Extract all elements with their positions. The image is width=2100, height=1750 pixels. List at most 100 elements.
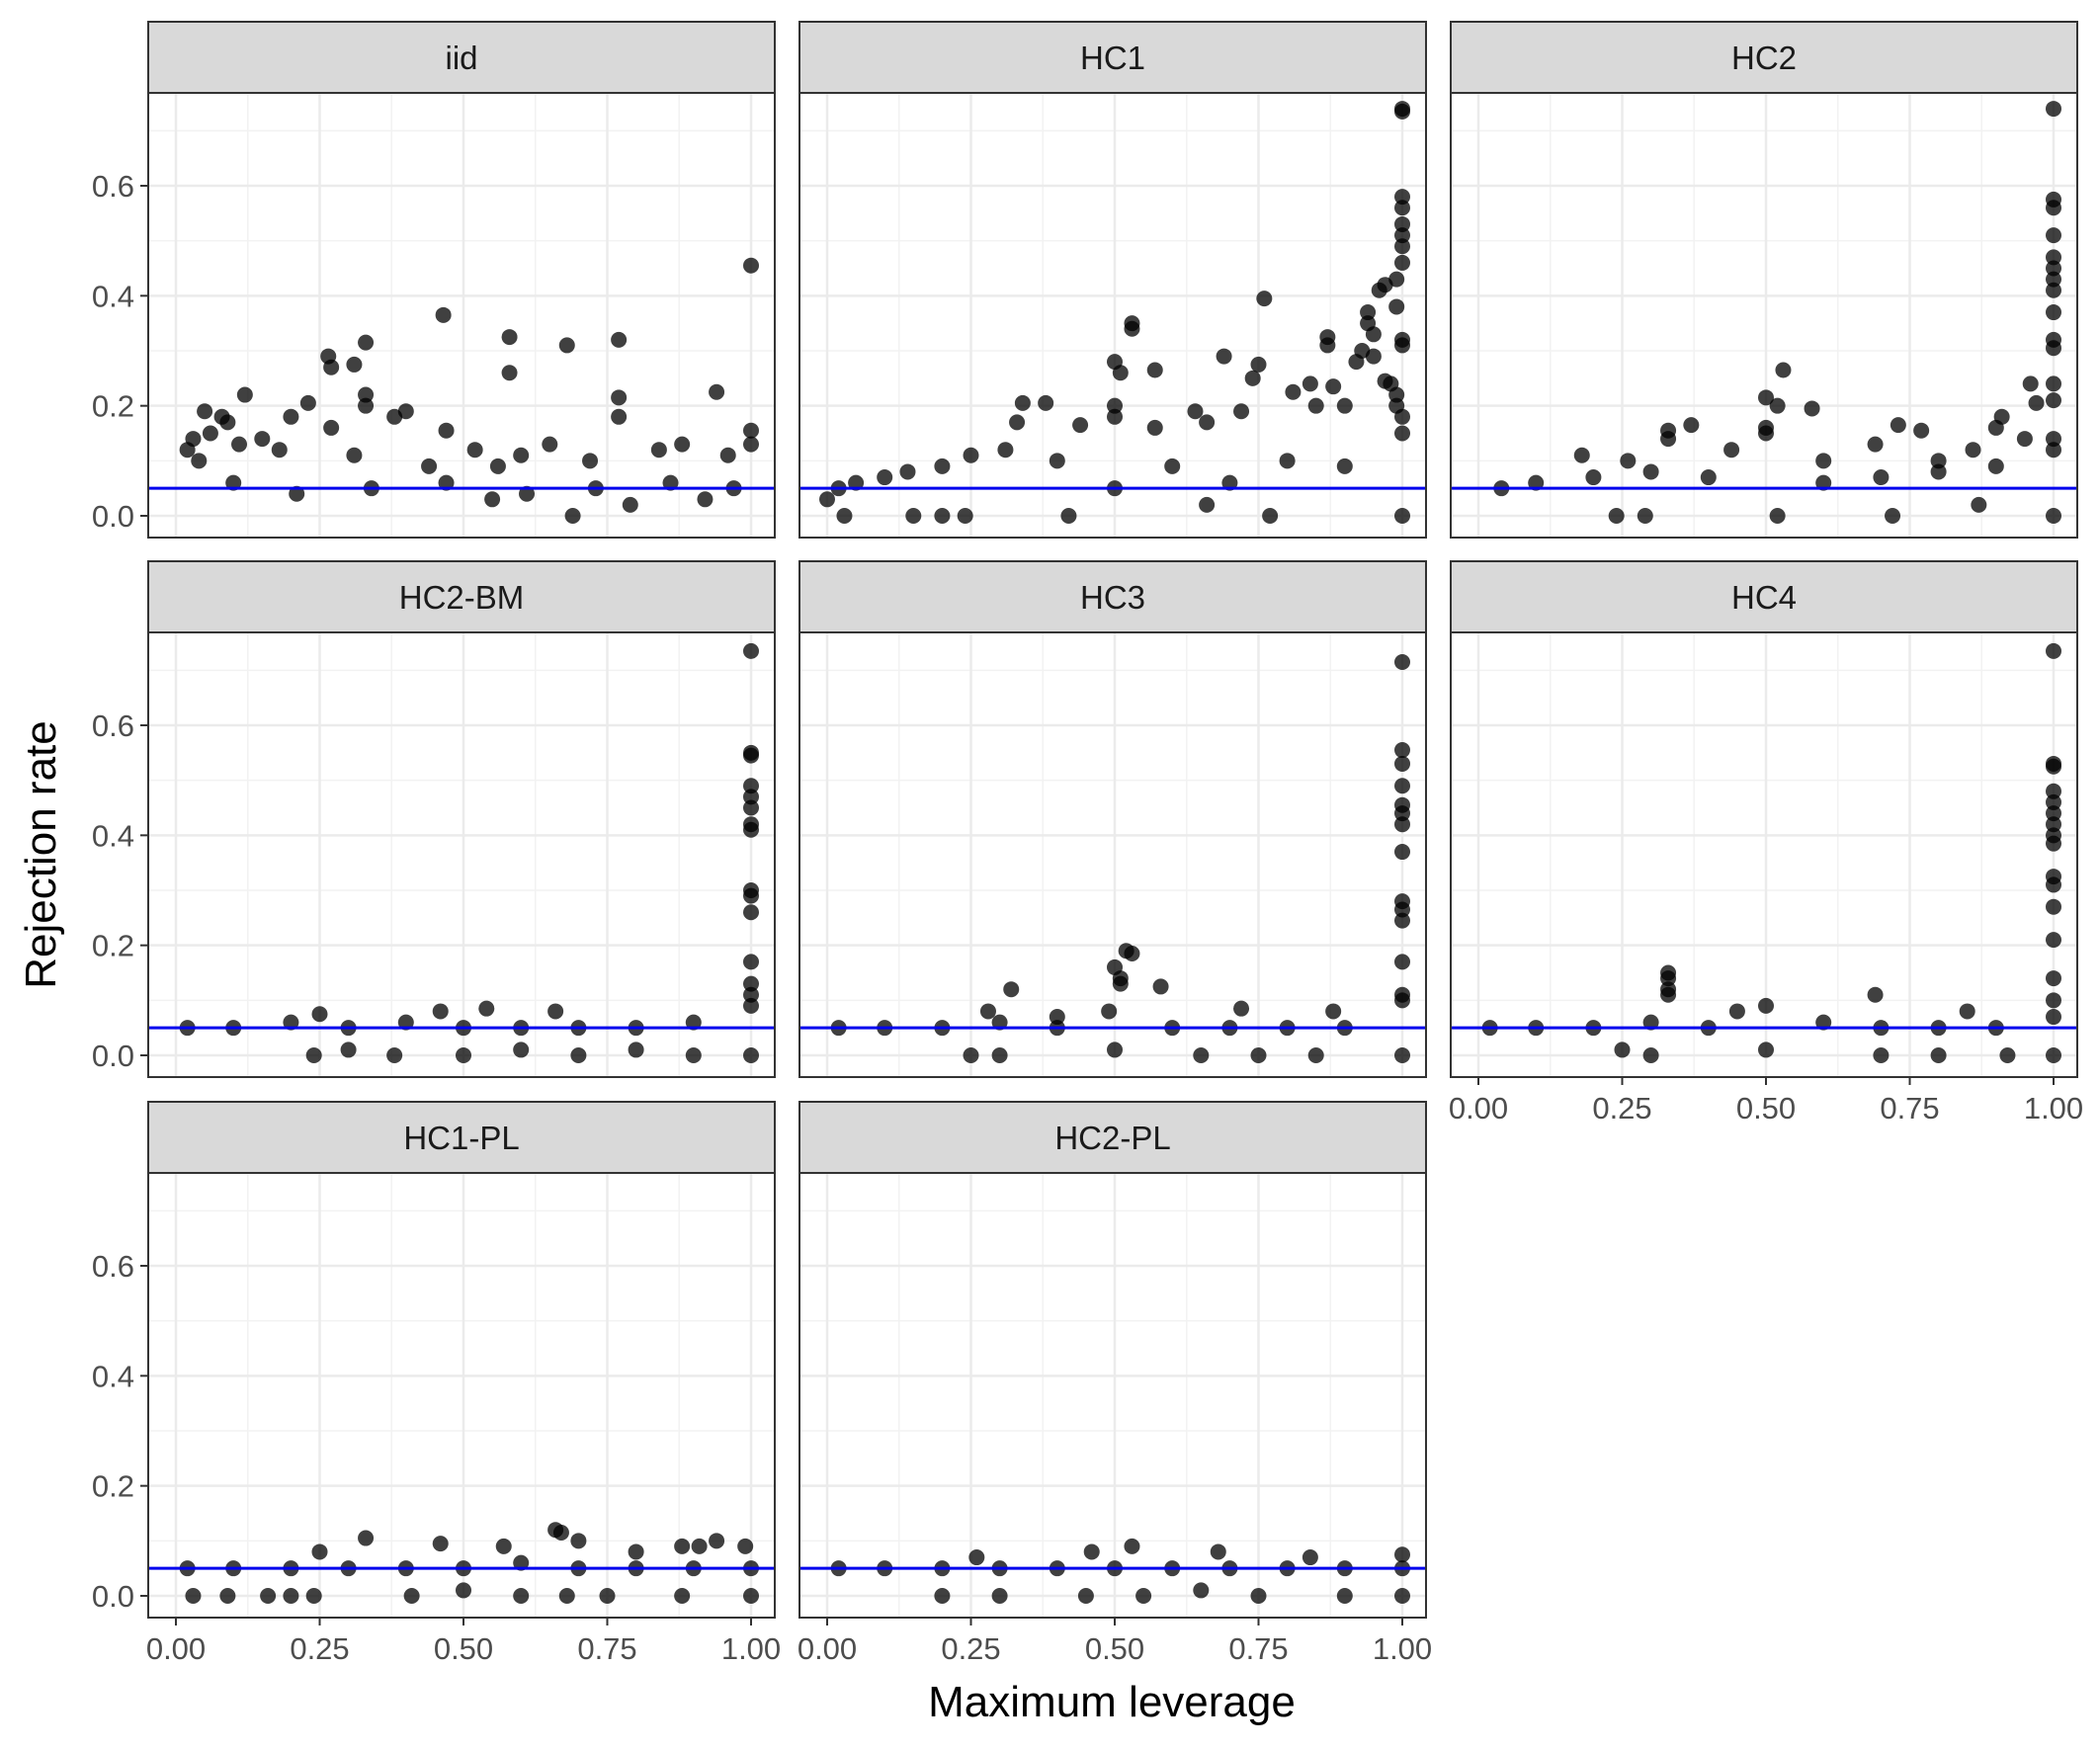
data-point <box>2016 431 2033 448</box>
data-point <box>513 1554 530 1571</box>
data-point <box>1965 442 1981 458</box>
data-point <box>1135 1588 1152 1604</box>
data-point <box>311 1006 328 1023</box>
data-point <box>2022 375 2039 392</box>
data-point <box>1009 414 1026 431</box>
data-point <box>283 1588 299 1604</box>
panel-border <box>1450 631 2078 1078</box>
data-point <box>1193 1582 1210 1599</box>
data-point <box>957 508 973 524</box>
y-tick-label: 0.6 <box>92 169 134 204</box>
data-point <box>2046 392 2061 409</box>
facet-panel-hc1: HC1 <box>798 21 1427 539</box>
facet-strip <box>147 21 776 94</box>
data-point <box>934 458 951 474</box>
data-point <box>501 365 518 381</box>
data-point <box>435 306 452 323</box>
data-point <box>662 474 679 491</box>
data-point <box>1758 1042 1774 1058</box>
data-point <box>1394 1047 1410 1063</box>
data-point <box>1573 447 1590 463</box>
data-point <box>1769 397 1786 414</box>
data-point <box>2046 642 2061 659</box>
data-point <box>1124 946 1140 962</box>
data-point <box>743 747 759 764</box>
data-point <box>1660 970 1677 987</box>
data-point <box>2046 101 2061 118</box>
data-point <box>346 356 363 373</box>
data-point <box>1394 425 1410 442</box>
data-point <box>1325 1003 1342 1020</box>
data-point <box>611 389 628 406</box>
data-point <box>1394 954 1410 970</box>
facet-strip-label: HC1-PL <box>403 1120 519 1156</box>
panel-background <box>1451 93 2077 538</box>
facet-panel-iid: iid 0.0 0.2 0.4 0.6 <box>92 21 776 539</box>
scatter-points <box>819 101 1410 524</box>
data-point <box>743 778 759 794</box>
data-point <box>1003 981 1020 998</box>
data-point <box>323 359 340 375</box>
panel-background <box>148 1173 775 1618</box>
data-point <box>1873 1047 1890 1063</box>
data-point <box>1107 397 1123 414</box>
data-point <box>1250 356 1267 373</box>
x-tick-label: 1.00 <box>2024 1091 2083 1125</box>
panel-background <box>799 93 1426 538</box>
data-point <box>743 1047 759 1063</box>
data-point <box>1890 417 1906 434</box>
data-point <box>197 403 213 420</box>
data-point <box>1723 442 1740 458</box>
data-point <box>709 383 725 400</box>
data-point <box>1244 370 1261 386</box>
data-point <box>1913 422 1930 439</box>
data-point <box>1083 1543 1100 1560</box>
x-tick-label: 0.00 <box>1449 1091 1508 1125</box>
data-point <box>1394 200 1410 216</box>
data-point <box>1256 291 1273 307</box>
data-point <box>2046 304 2061 321</box>
data-point <box>1199 414 1216 431</box>
data-point <box>1072 417 1089 434</box>
data-point <box>519 485 536 502</box>
x-tick-label: 0.00 <box>798 1631 857 1666</box>
data-point <box>1815 1014 1832 1031</box>
data-point <box>1365 348 1382 365</box>
data-point <box>1348 354 1365 371</box>
data-point <box>358 334 375 351</box>
data-point <box>1060 508 1077 524</box>
data-point <box>1804 400 1820 417</box>
scatter-points <box>179 257 759 524</box>
data-point <box>1394 805 1410 822</box>
data-point <box>2046 340 2061 357</box>
data-point <box>1049 1009 1065 1026</box>
data-point <box>2028 394 2045 411</box>
x-tick-label: 0.50 <box>1736 1091 1796 1125</box>
data-point <box>1394 844 1410 861</box>
y-tick-label: 0.0 <box>92 499 134 534</box>
data-point <box>743 904 759 921</box>
data-point <box>179 442 196 458</box>
data-point <box>323 419 340 436</box>
panel-background <box>148 93 775 538</box>
facet-strip-label: HC2-PL <box>1054 1120 1170 1156</box>
data-point <box>1049 453 1065 469</box>
data-point <box>743 954 759 970</box>
panel-background <box>148 632 775 1077</box>
data-point <box>1233 1000 1250 1017</box>
data-point <box>1642 1047 1659 1063</box>
data-point <box>685 1014 702 1031</box>
data-point <box>674 1588 691 1604</box>
data-point <box>1250 1047 1267 1063</box>
x-tick-label: 0.25 <box>290 1631 349 1666</box>
data-point <box>934 508 951 524</box>
data-point <box>1971 496 1987 513</box>
data-point <box>1307 1047 1324 1063</box>
data-point <box>547 1003 564 1020</box>
data-point <box>305 1047 322 1063</box>
data-point <box>1262 508 1279 524</box>
data-point <box>743 986 759 1003</box>
data-point <box>1319 337 1336 354</box>
data-point <box>1614 1042 1631 1058</box>
